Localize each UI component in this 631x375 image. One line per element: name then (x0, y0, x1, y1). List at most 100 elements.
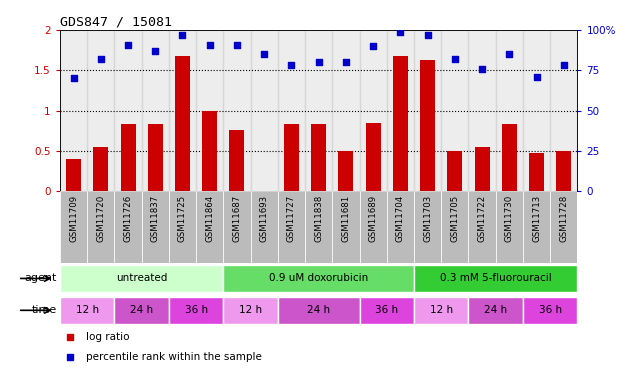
Point (204, 42, 215, 48)
Point (531, 74, 541, 80)
Text: GSM11864: GSM11864 (205, 195, 214, 242)
Text: 36 h: 36 h (375, 305, 398, 315)
Bar (441, 191, 468, 262)
Bar (60, 30, 87, 191)
Bar (60, 265, 223, 292)
Bar (311, 124, 326, 191)
Bar (414, 30, 441, 191)
Bar (141, 30, 169, 191)
Bar (93, 147, 109, 191)
Text: GSM11693: GSM11693 (260, 195, 269, 242)
Bar (475, 147, 490, 191)
Text: 0.3 mM 5-fluorouracil: 0.3 mM 5-fluorouracil (440, 273, 551, 284)
Bar (414, 297, 468, 324)
Bar (114, 297, 169, 324)
Bar (278, 297, 360, 324)
Bar (414, 265, 577, 292)
Point (341, 59, 351, 65)
Bar (141, 191, 169, 262)
Point (504, 51, 514, 57)
Text: 0.9 uM doxorubicin: 0.9 uM doxorubicin (269, 273, 369, 284)
Point (96, 56, 106, 62)
Text: GSM11722: GSM11722 (478, 195, 487, 242)
Bar (284, 124, 299, 191)
Text: 12 h: 12 h (239, 305, 262, 315)
Bar (60, 191, 87, 262)
Text: GSM11730: GSM11730 (505, 195, 514, 242)
Bar (441, 30, 468, 191)
Point (368, 43, 378, 49)
Bar (223, 191, 251, 262)
Text: GSM11687: GSM11687 (232, 195, 242, 242)
Bar (223, 30, 251, 191)
Text: GSM11838: GSM11838 (314, 195, 323, 242)
Bar (523, 297, 577, 324)
Bar (169, 191, 196, 262)
Bar (550, 191, 577, 262)
Bar (387, 191, 414, 262)
Point (450, 56, 460, 62)
Point (423, 32, 433, 38)
Bar (420, 60, 435, 191)
Text: GSM11705: GSM11705 (451, 195, 459, 242)
Bar (414, 191, 441, 262)
Bar (496, 30, 523, 191)
Bar (196, 30, 223, 191)
Bar (365, 123, 380, 191)
Text: 36 h: 36 h (539, 305, 562, 315)
Point (314, 59, 324, 65)
Point (395, 28, 405, 34)
Text: GSM11704: GSM11704 (396, 195, 405, 242)
Bar (223, 265, 414, 292)
Text: GSM11726: GSM11726 (124, 195, 133, 242)
Text: 36 h: 36 h (184, 305, 208, 315)
Text: GSM11681: GSM11681 (341, 195, 350, 242)
Point (150, 48, 160, 54)
Bar (393, 56, 408, 191)
Point (232, 42, 242, 48)
Bar (223, 297, 278, 324)
Point (558, 63, 569, 69)
Text: GSM11837: GSM11837 (151, 195, 160, 242)
Text: untreated: untreated (116, 273, 167, 284)
Bar (114, 30, 141, 191)
Bar (169, 30, 196, 191)
Bar (333, 191, 360, 262)
Text: GSM11703: GSM11703 (423, 195, 432, 242)
Text: 12 h: 12 h (430, 305, 453, 315)
Bar (387, 30, 414, 191)
Point (123, 42, 133, 48)
Text: percentile rank within the sample: percentile rank within the sample (86, 352, 262, 362)
Bar (66, 159, 81, 191)
Bar (360, 297, 414, 324)
Bar (496, 191, 523, 262)
Bar (114, 191, 141, 262)
Text: time: time (32, 305, 57, 315)
Bar (175, 56, 190, 191)
Bar (305, 30, 333, 191)
Bar (87, 30, 114, 191)
Bar (60, 297, 114, 324)
Bar (121, 124, 136, 191)
Bar (333, 30, 360, 191)
Bar (360, 191, 387, 262)
Bar (468, 30, 496, 191)
Bar (202, 111, 217, 191)
Text: GSM11728: GSM11728 (559, 195, 569, 242)
Text: 24 h: 24 h (130, 305, 153, 315)
Bar (557, 151, 571, 191)
Bar (468, 191, 496, 262)
Bar (196, 191, 223, 262)
Bar (148, 124, 163, 191)
Bar (523, 191, 550, 262)
Bar (278, 191, 305, 262)
Bar (251, 191, 278, 262)
Bar (468, 297, 523, 324)
Point (69, 75, 79, 81)
Text: GSM11713: GSM11713 (532, 195, 541, 242)
Text: 24 h: 24 h (307, 305, 330, 315)
Bar (550, 30, 577, 191)
Bar (502, 124, 517, 191)
Bar (230, 130, 244, 191)
Bar (305, 191, 333, 262)
